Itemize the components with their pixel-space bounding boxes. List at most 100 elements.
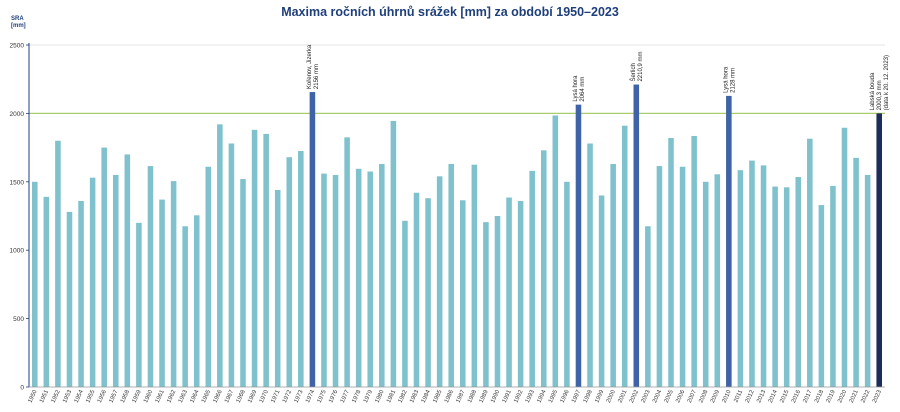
bar-1954: [78, 200, 84, 387]
bar-2008: [702, 181, 709, 387]
bar-1976: [332, 174, 339, 387]
bar-2012: [749, 160, 755, 387]
x-tick-label-1961: 1961: [155, 389, 166, 404]
bar-1972: [286, 157, 293, 387]
x-tick-label-2004: 2004: [652, 389, 663, 404]
bar-1974: [309, 92, 316, 387]
bar-2009: [714, 174, 721, 387]
bar-1970: [263, 133, 269, 387]
bar-1961: [159, 199, 165, 387]
bar-2018: [818, 205, 825, 387]
bar-2020: [841, 127, 848, 387]
x-tick-label-1956: 1956: [97, 389, 108, 404]
annotation-1997-line2: 2064 mm: [580, 77, 586, 102]
x-tick-label-1988: 1988: [467, 389, 478, 404]
x-tick-label-2000: 2000: [606, 389, 617, 404]
x-tick-label-1951: 1951: [39, 389, 50, 404]
bar-1969: [251, 129, 258, 388]
x-tick-label-1981: 1981: [386, 389, 397, 404]
y-tick-label: 2000: [10, 111, 25, 118]
bar-1950: [32, 181, 38, 387]
bar-1981: [390, 120, 397, 387]
x-tick-label-1952: 1952: [51, 389, 62, 404]
bar-1962: [170, 181, 177, 387]
x-tick-label-2019: 2019: [826, 389, 837, 404]
bar-1989: [483, 222, 489, 387]
bar-1963: [182, 226, 188, 387]
bar-2019: [830, 185, 836, 387]
bar-2017: [807, 138, 813, 387]
bar-1959: [136, 222, 142, 387]
bar-2015: [783, 187, 790, 387]
x-tick-label-1976: 1976: [328, 389, 339, 404]
x-tick-label-1963: 1963: [178, 389, 189, 404]
annotation-2010-line1: Lysá hora: [723, 66, 729, 93]
bar-1952: [55, 140, 61, 387]
x-tick-label-1998: 1998: [583, 389, 594, 404]
bar-2013: [760, 165, 767, 387]
x-tick-label-1970: 1970: [259, 389, 270, 404]
x-tick-label-1980: 1980: [375, 389, 386, 404]
bar-1966: [217, 124, 223, 388]
x-tick-label-1974: 1974: [305, 389, 316, 404]
bar-2007: [691, 135, 697, 387]
x-tick-label-1984: 1984: [421, 389, 432, 404]
bar-2003: [645, 226, 651, 387]
x-tick-label-2011: 2011: [733, 389, 744, 404]
x-tick-label-1972: 1972: [282, 389, 293, 404]
y-tick-label: 2500: [10, 43, 25, 50]
x-tick-label-1990: 1990: [490, 389, 501, 404]
y-axis-label-line2: [mm]: [11, 23, 26, 29]
bar-1956: [101, 147, 107, 387]
x-tick-label-2003: 2003: [641, 389, 652, 404]
x-tick-label-1977: 1977: [340, 389, 351, 404]
x-tick-label-1979: 1979: [363, 389, 374, 404]
x-tick-label-1983: 1983: [409, 389, 420, 404]
annotation-2023-line2: 2000,3 mm: [877, 80, 883, 110]
x-tick-label-1973: 1973: [294, 389, 305, 404]
x-tick-label-2006: 2006: [675, 389, 686, 404]
y-tick-label: 1500: [10, 179, 25, 186]
x-tick-label-1987: 1987: [456, 389, 467, 404]
bar-1955: [89, 177, 96, 387]
bar-1964: [193, 215, 200, 387]
bar-1994: [540, 150, 547, 387]
bar-1978: [355, 168, 362, 387]
x-tick-label-1975: 1975: [317, 389, 328, 404]
bar-1992: [517, 200, 524, 387]
bar-1979: [367, 171, 374, 387]
x-tick-label-1969: 1969: [247, 389, 258, 404]
bar-1971: [274, 190, 281, 387]
bar-1993: [529, 170, 535, 387]
x-tick-label-2020: 2020: [837, 389, 848, 404]
bar-2021: [853, 157, 859, 387]
bar-2000: [610, 164, 616, 387]
annotation-2023-line1: Labská bouda: [870, 72, 876, 110]
annotation-1974-line1: Kořenov, Jizerka: [307, 44, 313, 89]
bar-1995: [552, 115, 559, 388]
annotation-1974-line2: 2156 mm: [314, 64, 320, 89]
bar-2001: [621, 125, 628, 387]
x-tick-label-1965: 1965: [201, 389, 212, 404]
x-tick-label-2014: 2014: [768, 389, 779, 404]
x-tick-label-1978: 1978: [351, 389, 362, 404]
y-axis-label: SRA [mm]: [11, 16, 26, 30]
bar-1973: [298, 151, 304, 387]
x-tick-label-2001: 2001: [617, 389, 628, 404]
x-tick-label-1967: 1967: [224, 389, 235, 404]
bar-1988: [471, 164, 478, 387]
x-tick-label-1982: 1982: [398, 389, 409, 404]
bar-1991: [506, 197, 512, 387]
x-tick-label-2009: 2009: [710, 389, 721, 404]
bar-1977: [344, 137, 350, 387]
x-tick-label-1993: 1993: [525, 389, 536, 404]
x-tick-label-1995: 1995: [548, 389, 559, 404]
x-tick-label-1966: 1966: [213, 389, 224, 404]
chart-title: Maxima ročních úhrnů srážek [mm] za obdo…: [281, 5, 619, 19]
x-tick-label-2008: 2008: [698, 389, 709, 404]
bar-1953: [66, 211, 73, 387]
x-tick-label-2021: 2021: [849, 389, 860, 404]
x-tick-label-2012: 2012: [745, 389, 756, 404]
bar-2010: [726, 95, 732, 388]
x-tick-label-1999: 1999: [594, 389, 605, 404]
